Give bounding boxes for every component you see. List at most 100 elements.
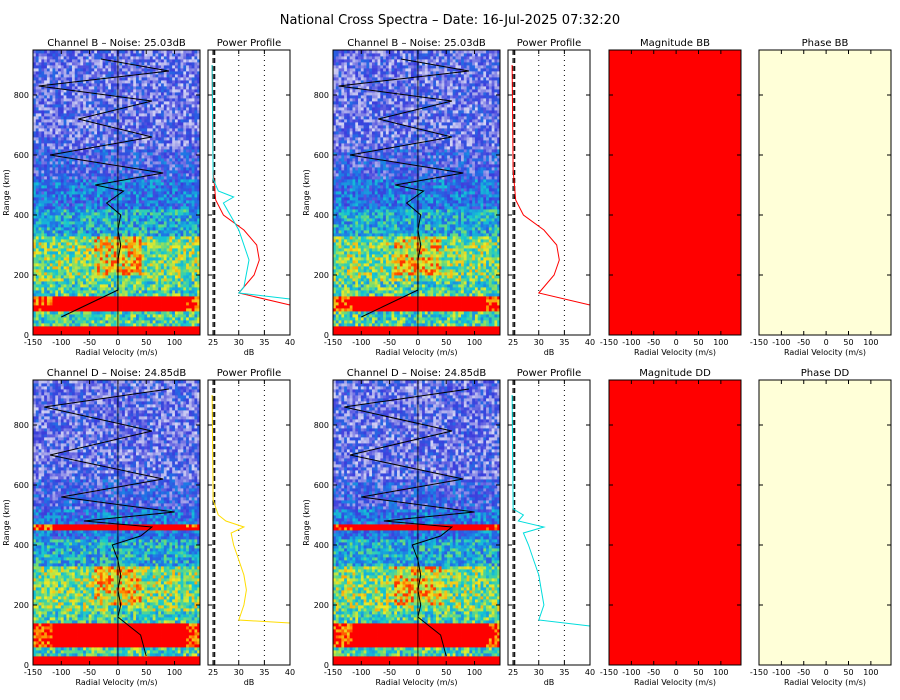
spectrogram-cell [142,128,145,131]
spectrogram-cell [125,314,128,317]
spectrogram-cell [94,200,97,203]
spectrogram-cell [50,278,53,281]
spectrogram-cell [161,110,164,113]
spectrogram-cell [69,128,72,131]
spectrogram-cell [86,212,89,215]
spectrogram-cell [136,188,139,191]
spectrogram-cell [169,173,172,176]
spectrogram-cell [105,278,108,281]
spectrogram-cell [150,260,153,263]
spectrogram-cell [181,203,184,206]
spectrogram-cell [125,323,128,326]
spectrogram-cell [136,125,139,128]
spectrogram-cell [194,86,197,89]
spectrogram-cell [44,143,47,146]
spectrogram-cell [128,158,131,161]
spectrogram-cell [158,272,161,275]
spectrogram-cell [80,224,83,227]
spectrogram-cell [186,287,189,290]
spectrogram-cell [50,323,53,326]
spectrogram-cell [75,287,78,290]
spectrogram-cell [66,107,69,110]
spectrogram-cell [189,98,192,101]
spectrogram-cell [100,89,103,92]
spectrogram-cell [89,314,92,317]
spectrogram-cell [172,119,175,122]
spectrogram-cell [75,284,78,287]
spectrogram-cell [41,143,44,146]
spectrogram-cell [139,179,142,182]
spectrogram-cell [61,128,64,131]
spectrogram-cell [66,173,69,176]
spectrogram-cell [192,113,195,116]
spectrogram-cell [172,320,175,323]
spectrogram-cell [100,194,103,197]
spectrogram-cell [47,314,50,317]
spectrogram-cell [103,98,106,101]
spectrogram-cell [91,149,94,152]
spectrogram-cell [97,158,100,161]
spectrogram-cell [64,293,67,296]
spectrogram-cell [189,329,192,332]
spectrogram-cell [66,167,69,170]
spectrogram-cell [52,164,55,167]
spectrogram-cell [100,236,103,239]
spectrogram-cell [55,179,58,182]
spectrogram-cell [161,101,164,104]
spectrogram-cell [147,281,150,284]
spectrogram-cell [103,287,106,290]
spectrogram-cell [50,257,53,260]
spectrogram-cell [80,296,83,299]
spectrogram-cell [192,281,195,284]
spectrogram-cell [39,266,42,269]
spectrogram-cell [164,311,167,314]
spectrogram-cell [69,116,72,119]
spectrogram-cell [167,266,170,269]
spectrogram-cell [55,206,58,209]
spectrogram-cell [105,149,108,152]
spectrogram-cell [122,230,125,233]
spectrogram-cell [108,317,111,320]
spectrogram-cell [55,287,58,290]
spectrogram-cell [161,131,164,134]
spectrogram-cell [183,320,186,323]
spectrogram-cell [130,293,133,296]
spectrogram-cell [183,122,186,125]
spectrogram-cell [78,104,81,107]
spectrogram-cell [133,113,136,116]
spectrogram-cell [52,206,55,209]
spectrogram-cell [75,131,78,134]
spectrogram-cell [181,260,184,263]
spectrogram-cell [181,329,184,332]
spectrogram-cell [194,281,197,284]
spectrogram-cell [36,302,39,305]
spectrogram-cell [181,113,184,116]
spectrogram-cell [147,296,150,299]
spectrogram-cell [69,167,72,170]
spectrogram-cell [161,134,164,137]
spectrogram-cell [155,245,158,248]
spectrogram-cell [97,209,100,212]
spectrogram-cell [97,257,100,260]
spectrogram-cell [39,284,42,287]
spectrogram-cell [144,290,147,293]
spectrogram-cell [130,221,133,224]
spectrogram-cell [58,167,61,170]
spectrogram-cell [119,167,122,170]
spectrogram-cell [186,206,189,209]
spectrogram-cell [125,110,128,113]
spectrogram-cell [161,152,164,155]
spectrogram-cell [144,257,147,260]
spectrogram-cell [58,227,61,230]
spectrogram-cell [52,110,55,113]
spectrogram-cell [128,266,131,269]
spectrogram-cell [94,323,97,326]
spectrogram-cell [150,281,153,284]
spectrogram-cell [41,122,44,125]
spectrogram-cell [178,191,181,194]
spectrogram-cell [133,95,136,98]
spectrogram-cell [86,125,89,128]
spectrogram-cell [194,233,197,236]
spectrogram-cell [175,158,178,161]
spectrogram-cell [144,161,147,164]
